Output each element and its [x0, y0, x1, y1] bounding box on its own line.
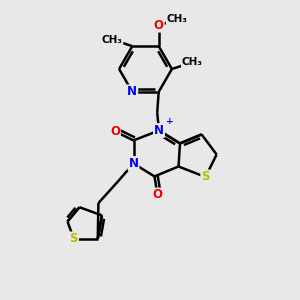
Text: CH₃: CH₃ — [167, 14, 188, 24]
Text: S: S — [201, 170, 210, 184]
Text: S: S — [70, 232, 78, 245]
Text: O: O — [110, 125, 120, 138]
Text: N: N — [154, 124, 164, 137]
Text: O: O — [152, 188, 163, 202]
Text: +: + — [166, 117, 173, 126]
Text: O: O — [154, 19, 164, 32]
Text: CH₃: CH₃ — [182, 57, 203, 68]
Text: CH₃: CH₃ — [101, 34, 122, 44]
Text: N: N — [128, 157, 139, 170]
Text: N: N — [127, 85, 137, 98]
